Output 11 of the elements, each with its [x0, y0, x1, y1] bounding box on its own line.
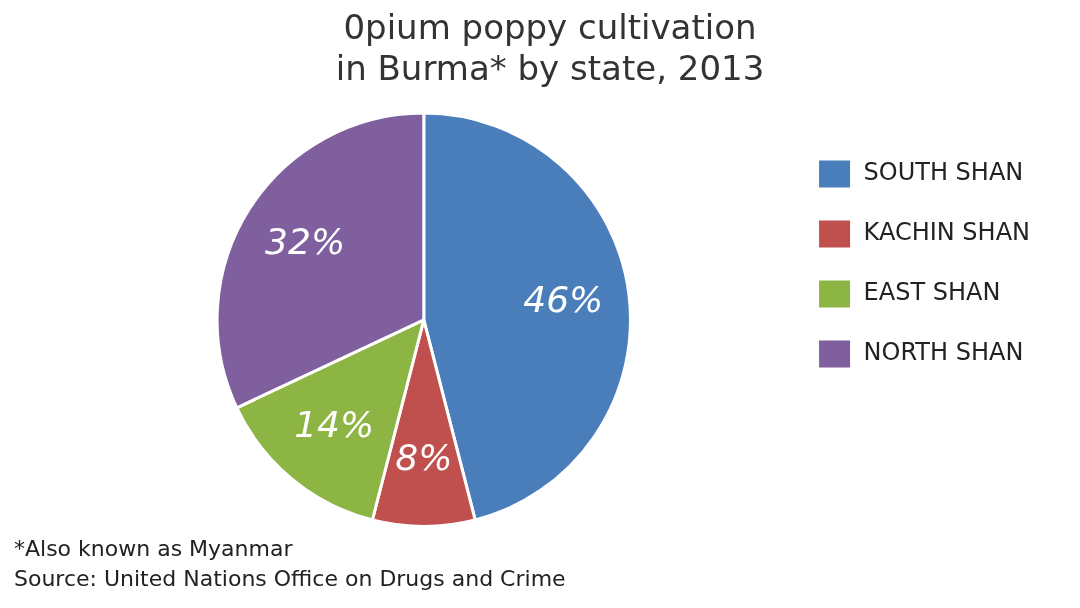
data-label: 14%	[294, 404, 375, 446]
chart-title: 0pium poppy cultivation in Burma* by state, 2013	[335, 7, 765, 89]
data-label: 8%	[395, 436, 453, 478]
data-label: 32%	[265, 220, 346, 262]
legend-label: SOUTH SHAN	[863, 158, 1024, 187]
data-label: 46%	[523, 278, 604, 320]
source-note: Source: United Nations Office on Drugs and Crime	[14, 566, 566, 591]
legend-label: NORTH SHAN	[863, 338, 1024, 367]
legend-label: EAST SHAN	[863, 278, 1001, 307]
legend-label: KACHIN SHAN	[863, 218, 1031, 247]
text: *Also known as Myanmar	[14, 536, 294, 561]
